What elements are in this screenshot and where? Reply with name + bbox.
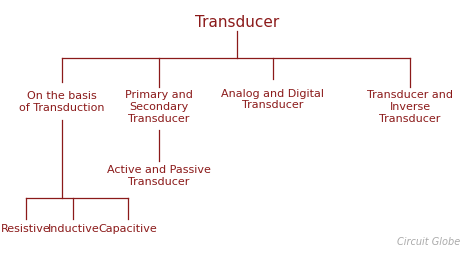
Text: Transducer: Transducer [195, 15, 279, 30]
Text: Active and Passive
Transducer: Active and Passive Transducer [107, 165, 211, 186]
Text: On the basis
of Transduction: On the basis of Transduction [19, 91, 104, 112]
Text: Resistive: Resistive [1, 224, 51, 234]
Text: Capacitive: Capacitive [99, 224, 157, 234]
Text: Transducer and
Inverse
Transducer: Transducer and Inverse Transducer [367, 90, 453, 123]
Text: Analog and Digital
Transducer: Analog and Digital Transducer [221, 88, 324, 110]
Text: Circuit Globe: Circuit Globe [397, 236, 460, 246]
Text: Inductive: Inductive [47, 224, 100, 234]
Text: Primary and
Secondary
Transducer: Primary and Secondary Transducer [125, 90, 193, 123]
